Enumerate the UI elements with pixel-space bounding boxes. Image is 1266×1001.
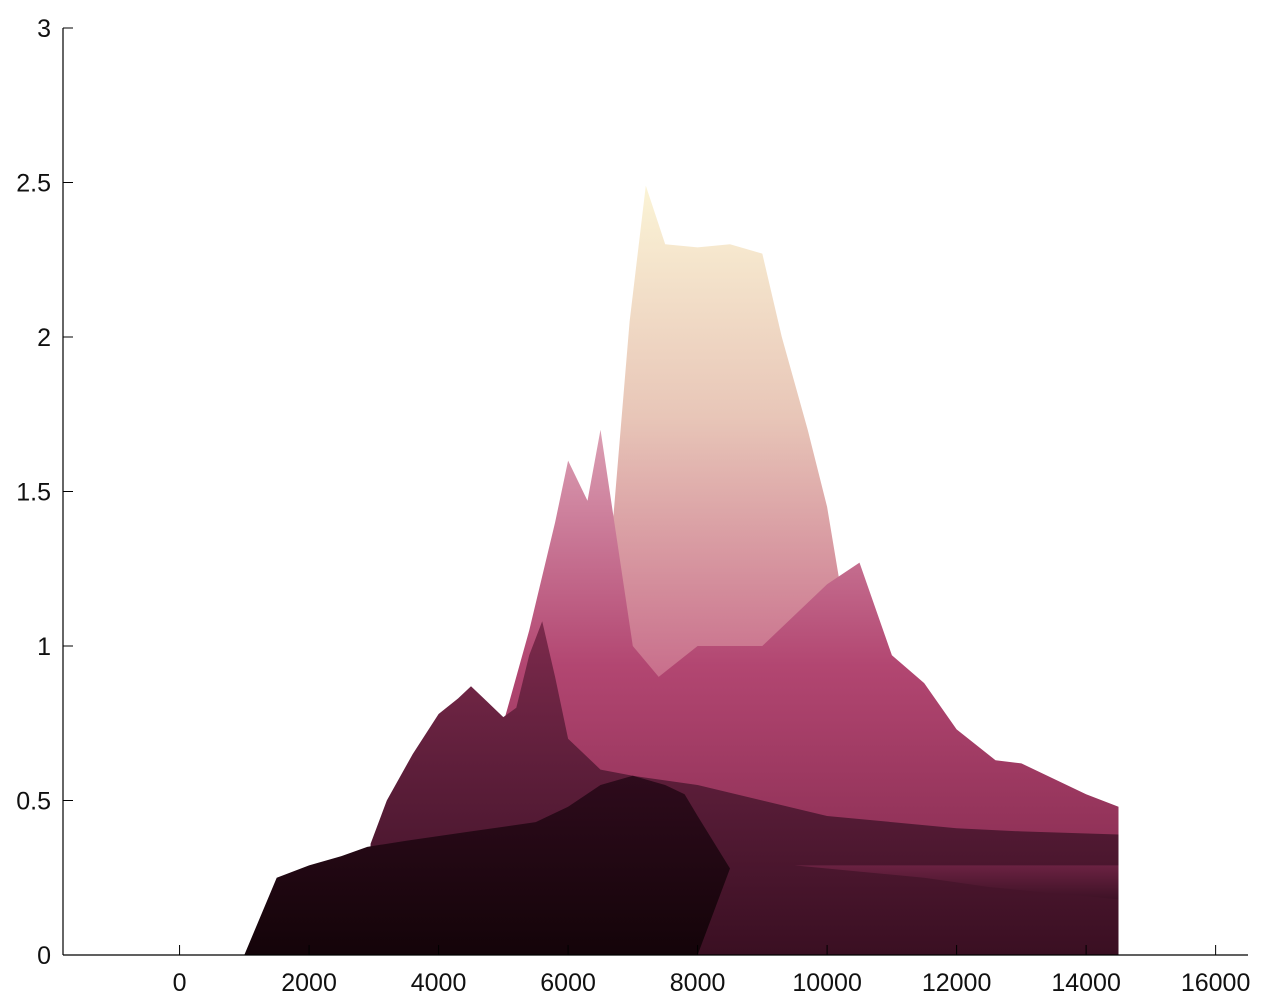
x-tick-label: 10000 [792, 969, 862, 997]
y-tick-label: 0 [37, 942, 51, 970]
y-tick-label: 1 [37, 633, 51, 661]
y-tick-label: 0.5 [16, 788, 51, 816]
x-tick-label: 0 [173, 969, 187, 997]
x-tick-label: 6000 [540, 969, 596, 997]
x-tick-label: 2000 [281, 969, 337, 997]
x-tick-label: 12000 [922, 969, 992, 997]
y-tick-label: 1.5 [16, 479, 51, 507]
y-tick-label: 2.5 [16, 170, 51, 198]
surface-dark-base [244, 775, 731, 955]
axes-layer: 0 2000 4000 6000 8000 10000 12000 14000 16000 0 0.… [16, 15, 1250, 997]
x-tick-label: 8000 [670, 969, 726, 997]
x-tick-label: 4000 [411, 969, 467, 997]
series-layer [244, 185, 1119, 956]
x-tick-label: 16000 [1181, 969, 1251, 997]
surface-right-shelf [730, 865, 1119, 900]
y-tick-label: 3 [37, 15, 51, 43]
y-tick-label: 2 [37, 324, 51, 352]
x-tick-label: 14000 [1051, 969, 1121, 997]
